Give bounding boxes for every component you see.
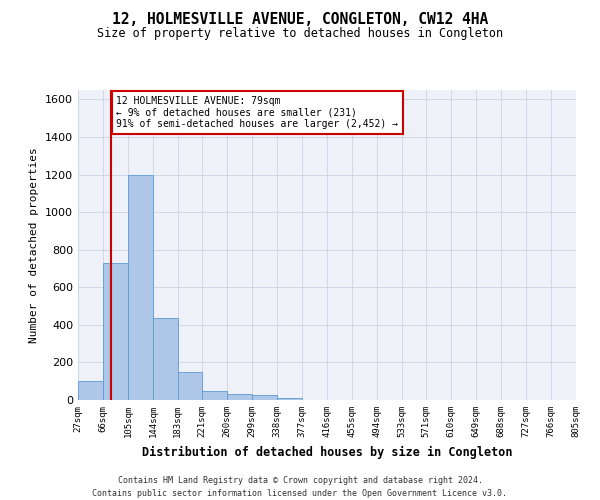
Text: Contains HM Land Registry data © Crown copyright and database right 2024.
Contai: Contains HM Land Registry data © Crown c… [92, 476, 508, 498]
Text: Size of property relative to detached houses in Congleton: Size of property relative to detached ho… [97, 28, 503, 40]
Bar [153, 318, 178, 400]
Bar [252, 396, 277, 400]
Text: 12 HOLMESVILLE AVENUE: 79sqm
← 9% of detached houses are smaller (231)
91% of se: 12 HOLMESVILLE AVENUE: 79sqm ← 9% of det… [116, 96, 398, 129]
X-axis label: Distribution of detached houses by size in Congleton: Distribution of detached houses by size … [142, 446, 512, 458]
Bar [78, 381, 103, 400]
Bar [103, 263, 128, 400]
Bar [128, 174, 153, 400]
Bar [277, 398, 302, 400]
Y-axis label: Number of detached properties: Number of detached properties [29, 147, 40, 343]
Bar [178, 372, 202, 400]
Text: 12, HOLMESVILLE AVENUE, CONGLETON, CW12 4HA: 12, HOLMESVILLE AVENUE, CONGLETON, CW12 … [112, 12, 488, 28]
Bar [202, 390, 227, 400]
Bar [227, 394, 252, 400]
